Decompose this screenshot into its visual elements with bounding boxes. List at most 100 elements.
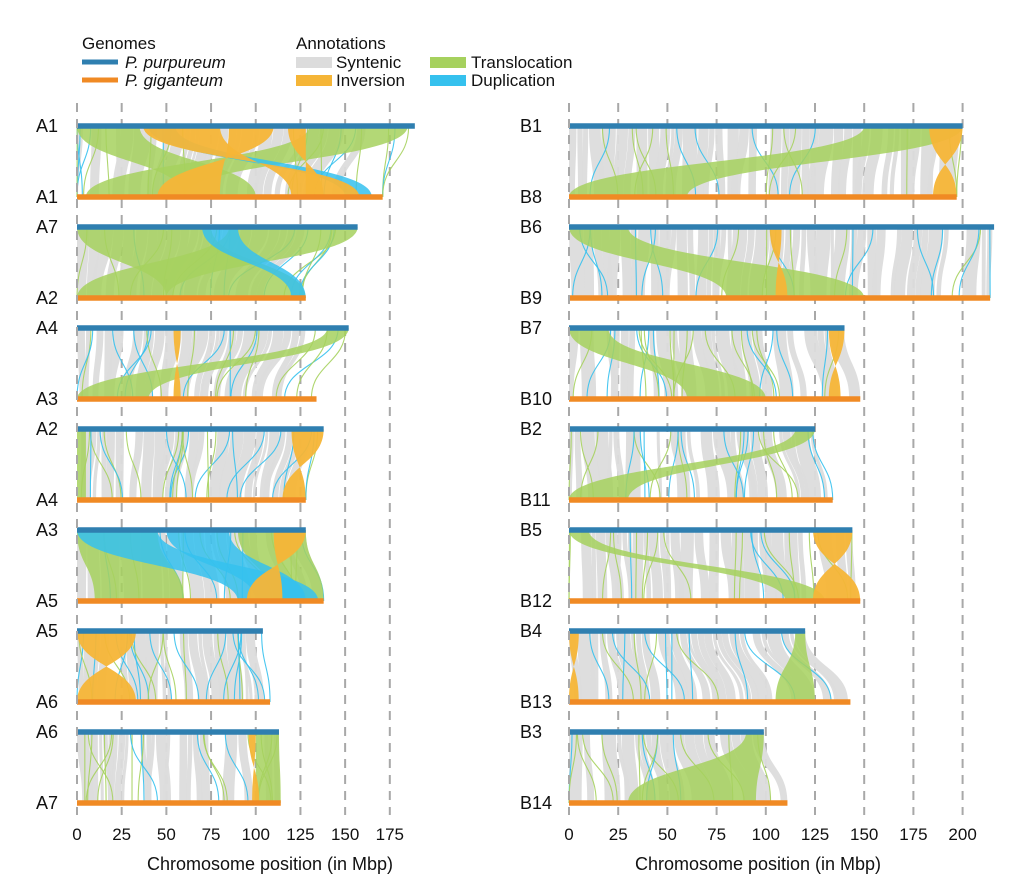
syntenic-block	[101, 429, 107, 500]
translocation-link	[601, 630, 635, 703]
chromosome-label-top: B1	[520, 116, 542, 136]
syntenic-block	[739, 631, 773, 702]
translocation-link	[576, 731, 597, 804]
translocation-link	[738, 529, 744, 602]
syntenic-block	[906, 227, 923, 298]
syntenic-block	[582, 126, 589, 197]
duplication-link	[205, 630, 227, 703]
translocation-link	[757, 428, 799, 501]
chromosome-label-bottom: B9	[520, 288, 542, 308]
inversion-block	[246, 530, 306, 601]
duplication-link	[688, 630, 694, 703]
chromosome-label-bottom: B12	[520, 591, 552, 611]
syntenic-block	[256, 328, 292, 399]
syntenic-block	[590, 631, 599, 702]
duplication-link	[622, 630, 626, 703]
translocation-link	[146, 327, 162, 400]
translocation-link	[275, 327, 316, 400]
syntenic-block	[77, 328, 87, 399]
syntenic-block	[643, 530, 652, 601]
translocation-link	[635, 529, 638, 602]
syntenic-block	[915, 227, 929, 298]
duplication-link	[776, 327, 794, 400]
legend-swatch-duplication	[430, 75, 466, 86]
chromosome-label-top: B3	[520, 722, 542, 742]
legend-genome-giganteum: P. giganteum	[125, 71, 223, 90]
duplication-link	[261, 630, 271, 703]
duplication-link	[634, 226, 637, 299]
translocation-block	[569, 530, 825, 601]
syntenic-block	[871, 227, 886, 298]
inversion-block	[282, 429, 324, 500]
syntenic-block	[703, 631, 736, 702]
duplication-link	[611, 630, 651, 703]
legend-swatch-inversion	[296, 75, 332, 86]
translocation-block	[569, 227, 865, 298]
duplication-block	[202, 227, 306, 298]
inversion-block	[569, 631, 579, 702]
pair-A3-A5: A3 A5	[36, 520, 325, 611]
translocation-link	[568, 529, 571, 602]
duplication-link	[173, 630, 200, 703]
syntenic-block	[163, 732, 171, 803]
syntenic-block	[670, 631, 698, 702]
chromosome-label-bottom: B8	[520, 187, 542, 207]
syntenic-block	[752, 328, 773, 399]
syntenic-block	[155, 429, 175, 500]
chromosome-label-bottom: A3	[36, 389, 58, 409]
syntenic-block	[687, 631, 717, 702]
translocation-link	[182, 630, 188, 703]
chromosome-label-top: A1	[36, 116, 58, 136]
tick-label-50: 50	[157, 825, 176, 844]
translocation-link	[172, 428, 183, 501]
syntenic-block	[569, 328, 579, 399]
syntenic-block	[89, 732, 99, 803]
syntenic-block	[712, 429, 742, 500]
duplication-link	[643, 428, 646, 501]
syntenic-block	[795, 429, 822, 500]
translocation-link	[87, 731, 114, 804]
duplication-link	[743, 428, 755, 501]
pair-A1-A1: A1 A1	[36, 116, 415, 207]
duplication-link	[140, 731, 145, 804]
duplication-link	[930, 226, 944, 299]
translocation-block	[77, 227, 358, 298]
translocation-link	[206, 428, 217, 501]
translocation-link	[633, 630, 642, 703]
translocation-link	[641, 529, 649, 602]
x-axis-label: Chromosome position (in Mbp)	[147, 854, 393, 874]
syntenic-block	[178, 328, 209, 399]
syntenic-block	[186, 732, 193, 803]
syntenic-block	[740, 328, 761, 399]
chromosome-label-top: A5	[36, 621, 58, 641]
duplication-link	[958, 226, 980, 299]
translocation-link	[643, 529, 659, 602]
syntenic-block	[986, 227, 993, 298]
chromosome-label-top: A4	[36, 318, 58, 338]
translocation-block	[775, 631, 815, 702]
legend-annotation-syntenic: Syntenic	[336, 53, 402, 72]
translocation-link	[85, 731, 113, 804]
syntenic-block	[271, 328, 300, 399]
syntenic-block	[691, 631, 720, 702]
syntenic-block	[577, 126, 584, 197]
translocation-link	[676, 630, 720, 703]
duplication-link	[821, 327, 829, 400]
duplication-link	[149, 630, 173, 703]
syntenic-block	[569, 227, 586, 298]
duplication-link	[165, 428, 187, 501]
pair-B1-B8: B1 B8	[520, 116, 963, 207]
translocation-link	[733, 529, 737, 602]
duplication-link	[664, 630, 668, 703]
duplication-link	[196, 731, 220, 804]
duplication-link	[89, 428, 92, 501]
syntenic-block	[242, 631, 249, 702]
syntenic-block	[244, 429, 265, 500]
chromosome-label-bottom: A2	[36, 288, 58, 308]
syntenic-block	[794, 631, 849, 702]
chromosome-label-bottom: A4	[36, 490, 58, 510]
chromosome-label-top: B4	[520, 621, 542, 641]
syntenic-block	[245, 631, 265, 702]
chromosome-label-top: A6	[36, 722, 58, 742]
translocation-link	[81, 327, 92, 400]
